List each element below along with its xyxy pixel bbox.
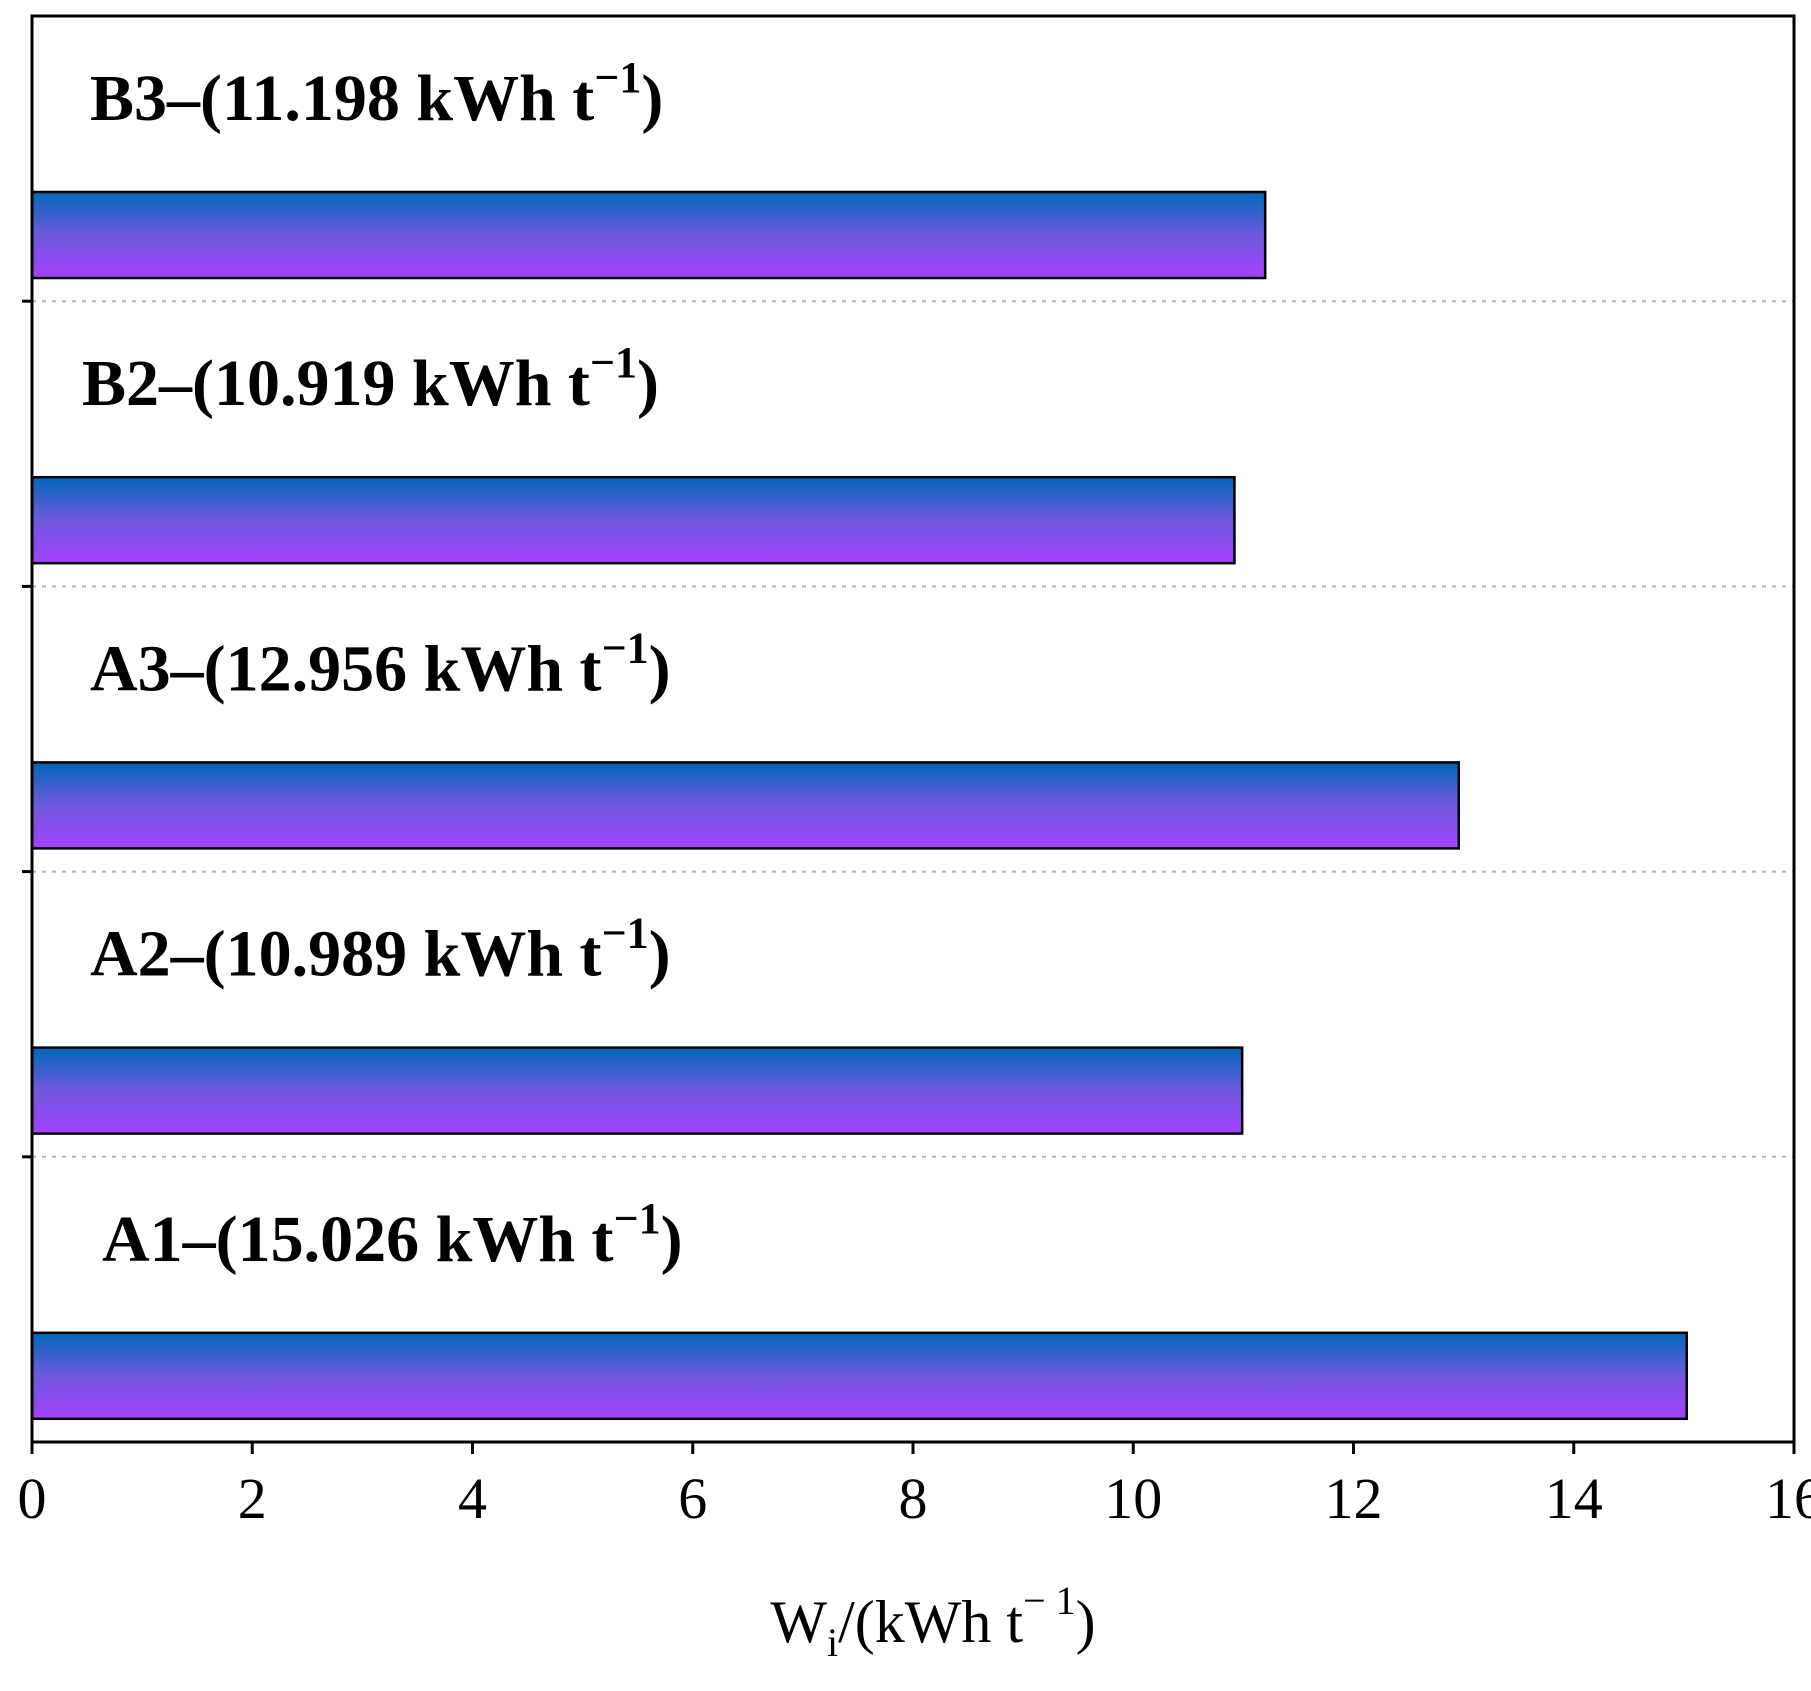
bar-a2 — [30, 1046, 1244, 1135]
bar-a3 — [30, 761, 1461, 850]
axis-ticks: 0 2 4 6 8 10 12 14 16 — [18, 299, 1811, 1531]
x-tick-label: 6 — [678, 1466, 707, 1531]
x-axis-label-end: ) — [1076, 1589, 1096, 1655]
x-tick-label: 8 — [899, 1466, 928, 1531]
x-axis-label-superscript: − 1 — [1023, 1578, 1076, 1623]
x-axis-label-subscript: i — [827, 1620, 838, 1665]
bar-label-b2: B2–(10.919 kWh t−1) — [82, 338, 659, 420]
bar-b2 — [30, 475, 1236, 565]
bar-label-a3: A3–(12.956 kWh t−1) — [90, 623, 671, 705]
bar-label-b3: B3–(11.198 kWh t−1) — [90, 53, 663, 135]
bar-label-a1: A1–(15.026 kWh t−1) — [102, 1194, 683, 1276]
x-axis-label-mid: /(kWh t — [838, 1589, 1023, 1655]
x-tick-label: 14 — [1545, 1466, 1603, 1531]
x-tick-label: 2 — [238, 1466, 267, 1531]
gridlines — [32, 300, 1794, 1158]
bar-a1 — [30, 1331, 1688, 1421]
bar-b3 — [30, 190, 1267, 280]
x-tick-label: 10 — [1104, 1466, 1162, 1531]
bar-labels: A1–(15.026 kWh t−1) A2–(10.989 kWh t−1) A3… — [82, 53, 683, 1276]
x-tick-label: 16 — [1765, 1466, 1811, 1531]
x-axis-label: Wi/(kWh t− 1) — [770, 1578, 1095, 1665]
bars — [30, 190, 1688, 1421]
x-axis-label-main: W — [770, 1589, 827, 1655]
bar-label-a2: A2–(10.989 kWh t−1) — [90, 909, 671, 991]
x-tick-label: 4 — [458, 1466, 487, 1531]
x-tick-label: 0 — [18, 1466, 47, 1531]
x-tick-label: 12 — [1325, 1466, 1383, 1531]
